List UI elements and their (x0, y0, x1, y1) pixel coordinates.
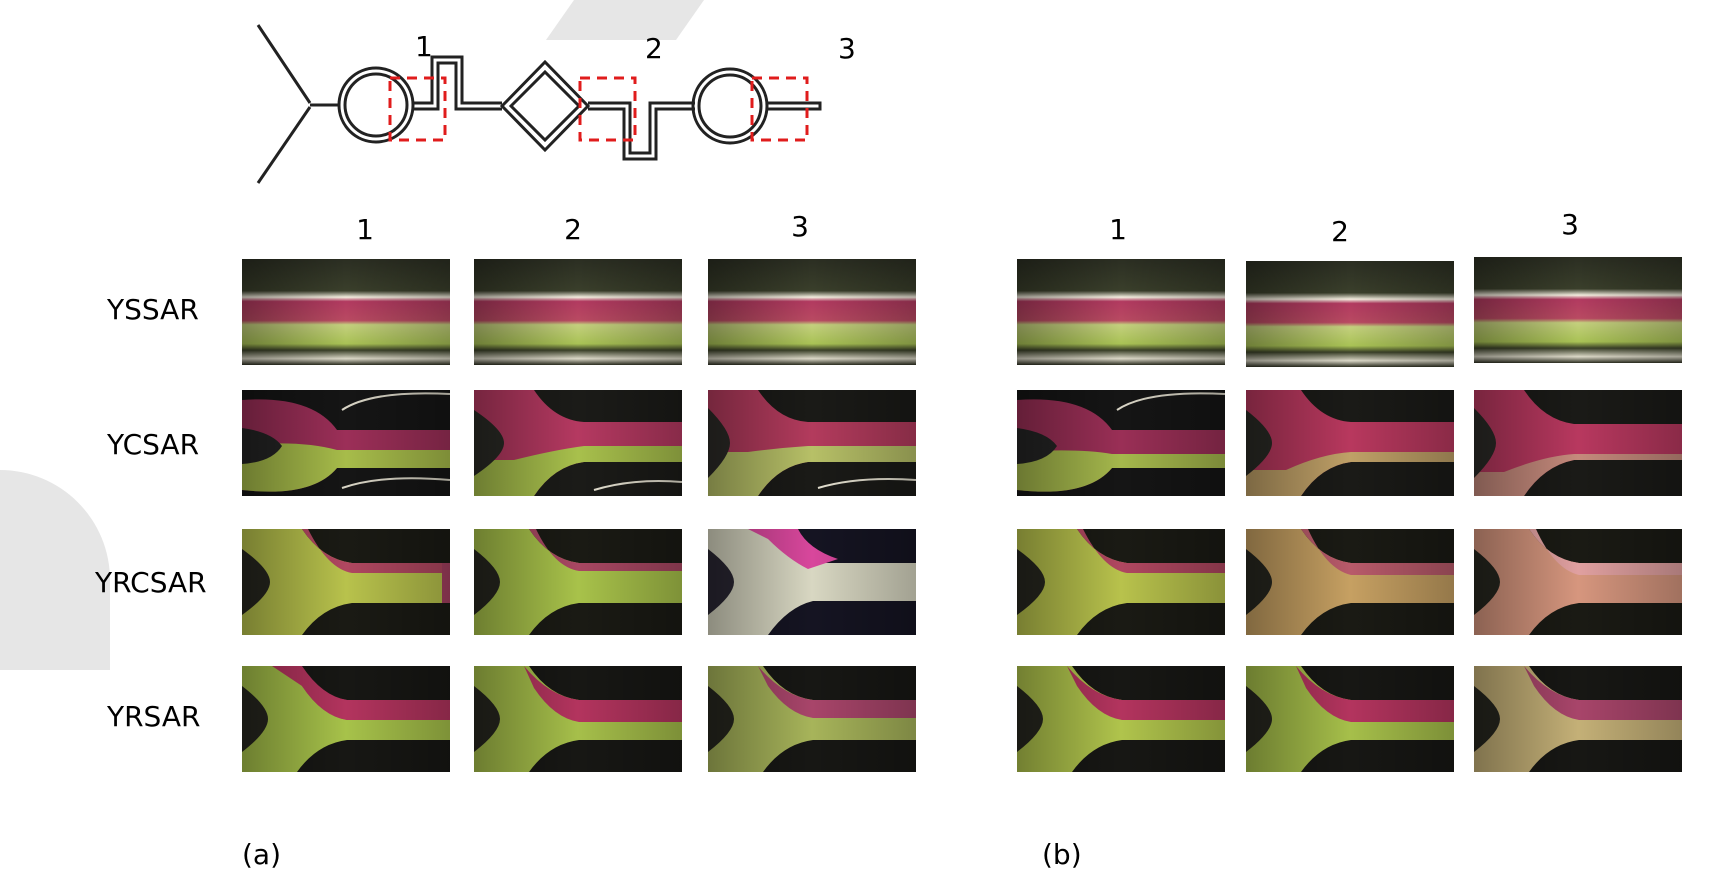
panel-b-caption: (b) (1042, 838, 1082, 871)
panel-a-col-1: 1 (356, 213, 374, 246)
tile-b-yssar-1 (1017, 259, 1225, 365)
circular-mixer-1 (337, 66, 415, 144)
row-label-yrcsar: YRCSAR (95, 566, 207, 599)
tile-a-yrsar-1 (242, 666, 450, 772)
tile-b-yrsar-3 (1474, 666, 1682, 772)
tile-a-yssar-2 (474, 259, 682, 365)
inlet-lower-arm (256, 106, 312, 184)
tile-a-ycsar-2 (474, 390, 682, 496)
marker-box-3 (750, 76, 809, 142)
tile-a-yrsar-3 (708, 666, 916, 772)
tile-b-yrsar-1 (1017, 666, 1225, 772)
marker-box-1 (388, 76, 447, 142)
tile-a-yrcsar-2 (474, 529, 682, 635)
panel-b-col-3: 3 (1561, 208, 1579, 241)
tile-b-yssar-3 (1474, 257, 1682, 363)
panel-a-caption: (a) (242, 838, 282, 871)
tile-a-ycsar-3 (708, 390, 916, 496)
panel-a-col-2: 2 (564, 213, 582, 246)
tile-b-yrcsar-1 (1017, 529, 1225, 635)
tile-b-ycsar-1 (1017, 390, 1225, 496)
marker-label-3: 3 (838, 32, 857, 65)
tile-b-yrsar-2 (1246, 666, 1454, 772)
diamond-mixer (499, 59, 591, 153)
tile-a-yrsar-2 (474, 666, 682, 772)
tile-a-yssar-3 (708, 259, 916, 365)
inlet-upper-arm (256, 24, 312, 104)
tile-b-ycsar-3 (1474, 390, 1682, 496)
tile-a-yrcsar-3 (708, 529, 916, 635)
panel-a-col-3: 3 (791, 210, 809, 243)
tile-b-yrcsar-3 (1474, 529, 1682, 635)
tile-a-ycsar-1 (242, 390, 450, 496)
watermark-shape-2 (0, 470, 110, 670)
row-label-yssar: YSSAR (107, 293, 199, 326)
channel-schematic (256, 24, 822, 184)
row-label-ycsar: YCSAR (107, 428, 200, 461)
circular-mixer-2 (691, 67, 769, 145)
panel-b-col-2: 2 (1331, 215, 1349, 248)
tile-a-yrcsar-1 (242, 529, 450, 635)
marker-box-2 (578, 76, 637, 142)
tile-b-ycsar-2 (1246, 390, 1454, 496)
tile-a-yssar-1 (242, 259, 450, 365)
tile-b-yrcsar-2 (1246, 529, 1454, 635)
tile-b-yssar-2 (1246, 261, 1454, 367)
marker-label-1: 1 (415, 30, 434, 63)
row-label-yrsar: YRSAR (107, 700, 201, 733)
panel-b-col-1: 1 (1109, 213, 1127, 246)
marker-label-2: 2 (645, 32, 664, 65)
